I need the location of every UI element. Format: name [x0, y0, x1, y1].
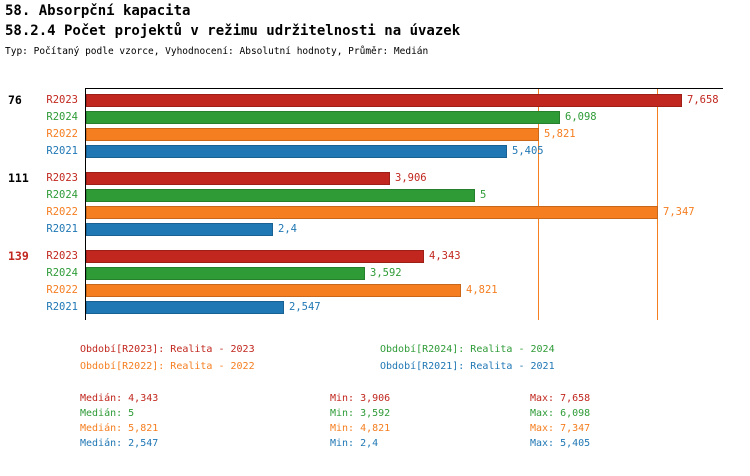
legend-item-r2021: Období[R2021]: Realita - 2021	[380, 361, 555, 372]
stat-max-r2021: Max: 5,405	[530, 438, 591, 449]
bar-r2022	[86, 284, 461, 297]
bar-value-label: 5,821	[544, 128, 576, 140]
section-title: 58. Absorpční kapacita	[5, 3, 191, 19]
group-label: 111	[8, 171, 29, 185]
group-label: 76	[8, 93, 22, 107]
bar-series-label: R2022	[46, 128, 78, 140]
bar-series-label: R2023	[46, 94, 78, 106]
x-axis-top-line	[85, 88, 723, 89]
bar-r2022	[86, 206, 658, 219]
bar-value-label: 2,547	[289, 301, 321, 313]
reference-line	[657, 88, 658, 320]
stat-max-r2024: Max: 6,098	[530, 408, 591, 419]
bar-series-label: R2023	[46, 172, 78, 184]
bar-series-label: R2022	[46, 206, 78, 218]
bar-value-label: 4,343	[429, 250, 461, 262]
stat-median-r2022: Medián: 5,821	[80, 423, 159, 434]
bar-value-label: 3,592	[370, 267, 402, 279]
chart-legend: Období[R2023]: Realita - 2023 Období[R202…	[0, 343, 750, 381]
legend-item-r2023: Období[R2023]: Realita - 2023	[80, 344, 255, 355]
bar-value-label: 5,405	[512, 145, 544, 157]
bar-r2021	[86, 301, 284, 314]
bar-series-label: R2021	[46, 223, 78, 235]
stat-median-r2021: Medián: 2,547	[80, 438, 159, 449]
bar-r2024	[86, 267, 365, 280]
bar-value-label: 6,098	[565, 111, 597, 123]
bar-value-label: 2,4	[278, 223, 297, 235]
bar-series-label: R2023	[46, 250, 78, 262]
bar-r2024	[86, 111, 560, 124]
bar-value-label: 7,347	[663, 206, 695, 218]
stat-min-r2024: Min: 3,592	[330, 408, 391, 419]
stat-min-r2023: Min: 3,906	[330, 393, 391, 404]
bar-value-label: 3,906	[395, 172, 427, 184]
chart-subtitle: Typ: Počítaný podle vzorce, Vyhodnocení:…	[5, 46, 429, 57]
bar-r2023	[86, 250, 424, 263]
bar-series-label: R2024	[46, 111, 78, 123]
chart-title: 58.2.4 Počet projektů v režimu udržiteln…	[5, 23, 461, 39]
stat-min-r2022: Min: 4,821	[330, 423, 391, 434]
bar-series-label: R2021	[46, 301, 78, 313]
bar-chart-plot: 76 R2023 7,658 R2024 6,098 R2022 5,821 R2021 5,4…	[0, 88, 750, 333]
bar-value-label: 4,821	[466, 284, 498, 296]
legend-item-r2024: Období[R2024]: Realita - 2024	[380, 344, 555, 355]
bar-value-label: 7,658	[687, 94, 719, 106]
bar-series-label: R2022	[46, 284, 78, 296]
bar-series-label: R2024	[46, 267, 78, 279]
legend-item-r2022: Období[R2022]: Realita - 2022	[80, 361, 255, 372]
group-label: 139	[8, 249, 29, 263]
y-axis-line	[85, 88, 86, 320]
bar-value-label: 5	[480, 189, 487, 201]
bar-series-label: R2021	[46, 145, 78, 157]
bar-series-label: R2024	[46, 189, 78, 201]
stat-median-r2024: Medián: 5	[80, 408, 135, 419]
stat-max-r2023: Max: 7,658	[530, 393, 591, 404]
bar-r2024	[86, 189, 475, 202]
stat-min-r2021: Min: 2,4	[330, 438, 379, 449]
bar-r2023	[86, 172, 390, 185]
stat-max-r2022: Max: 7,347	[530, 423, 591, 434]
chart-stats-table: Medián: 4,343 Min: 3,906 Max: 7,658 Medián:…	[0, 392, 750, 462]
bar-r2021	[86, 223, 273, 236]
stat-median-r2023: Medián: 4,343	[80, 393, 159, 404]
bar-r2021	[86, 145, 507, 158]
bar-r2023	[86, 94, 682, 107]
reference-line	[538, 88, 539, 320]
bar-r2022	[86, 128, 539, 141]
